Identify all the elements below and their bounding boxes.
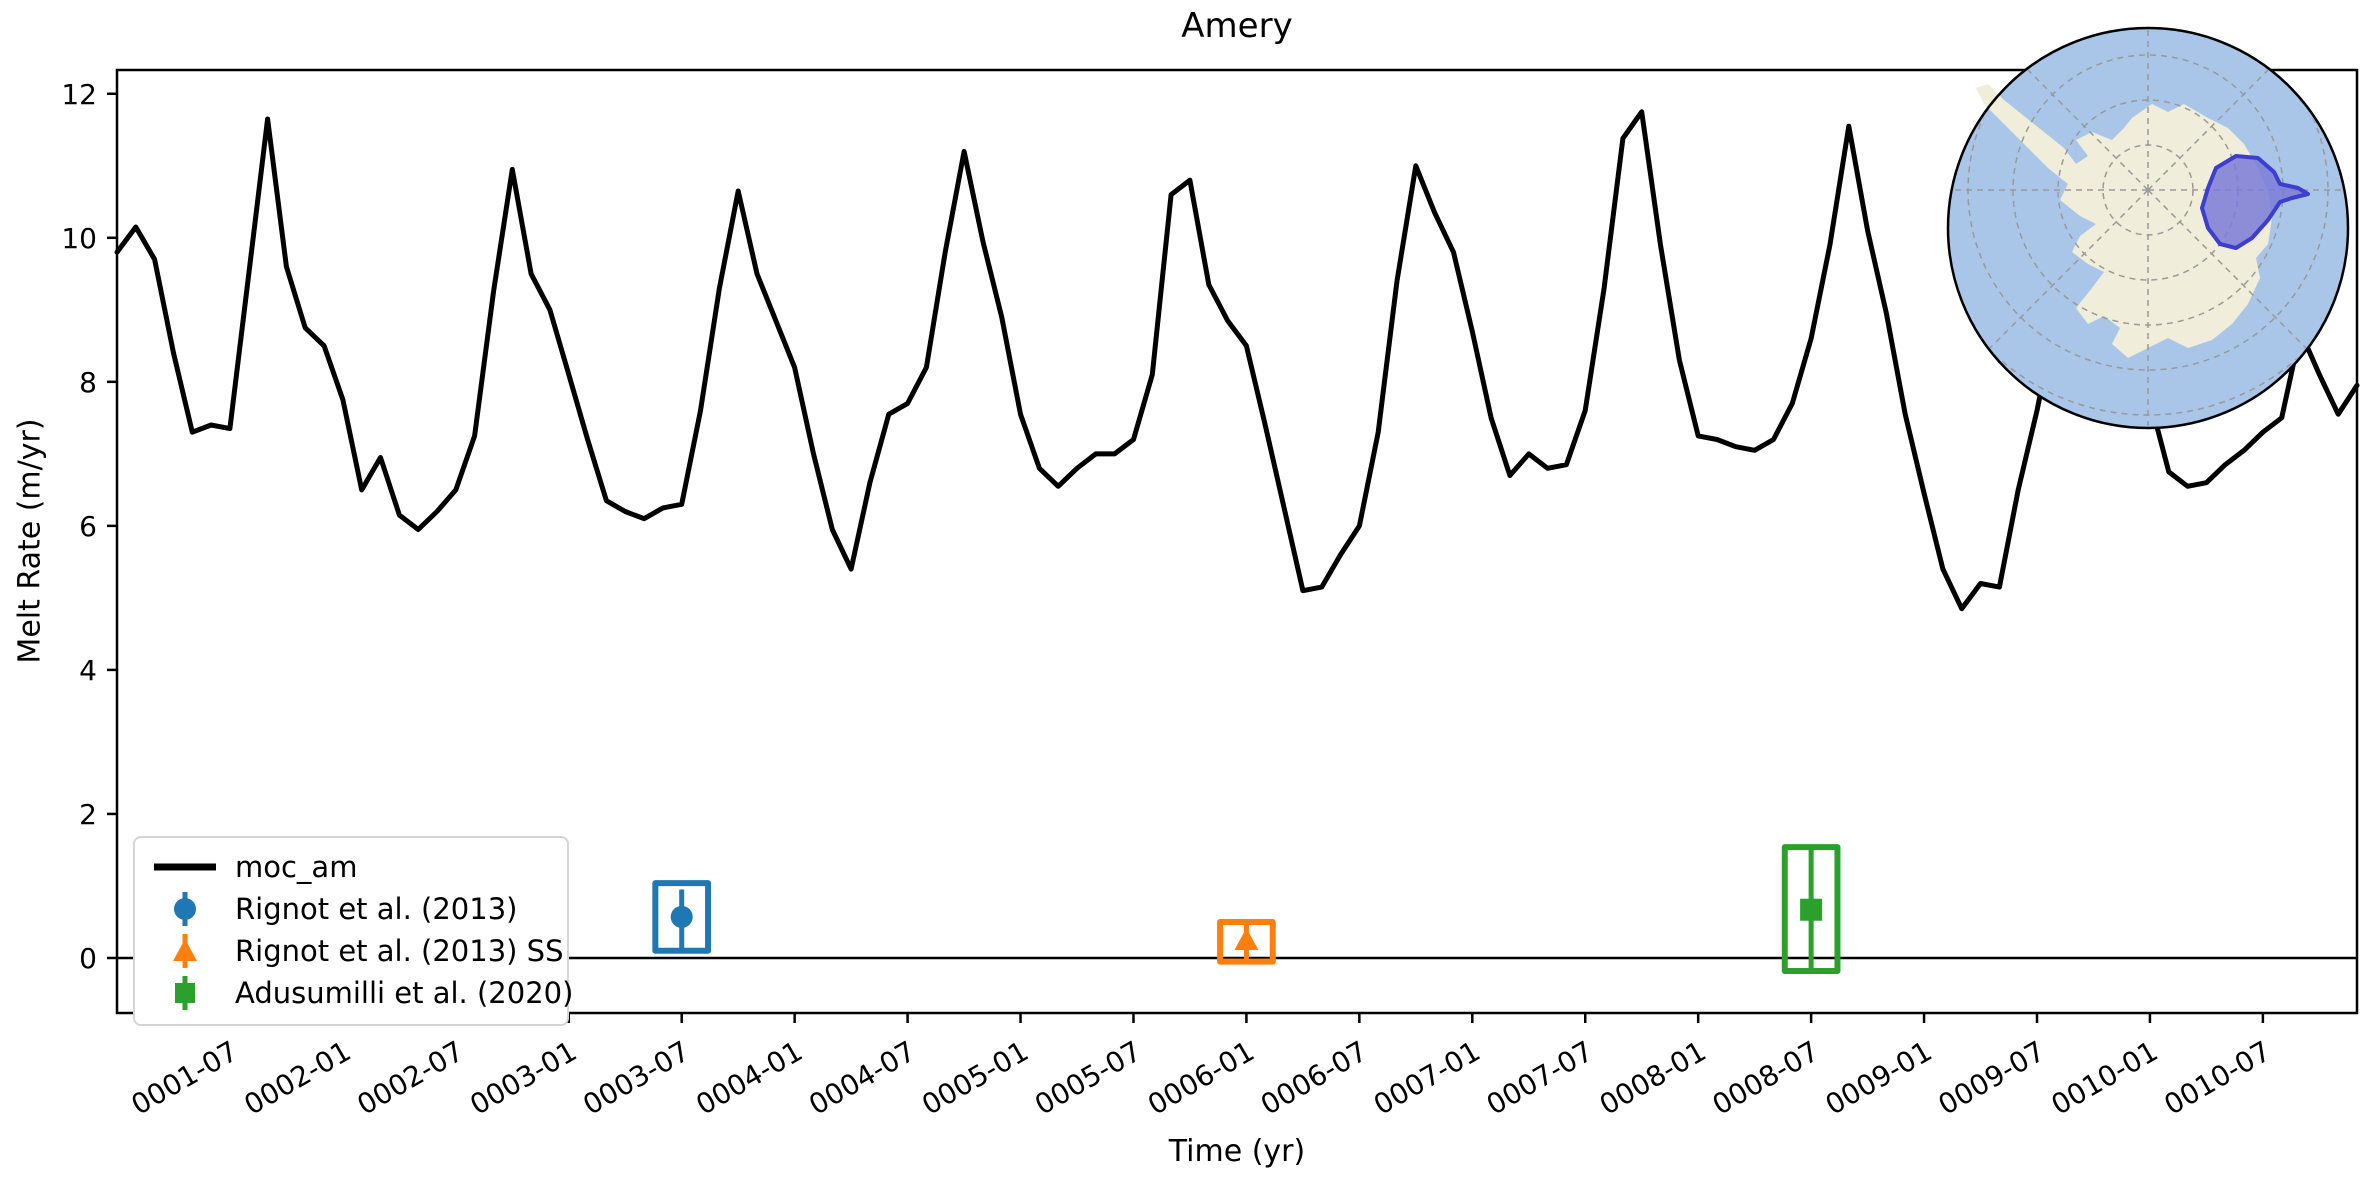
y-tick-label: 0 bbox=[79, 942, 97, 975]
x-tick-label: 0004-07 bbox=[803, 1034, 921, 1121]
legend-triangle-marker-icon bbox=[145, 931, 225, 971]
y-tick-label: 12 bbox=[61, 78, 97, 111]
x-tick-label: 0005-07 bbox=[1029, 1034, 1147, 1121]
x-tick-label: 0003-01 bbox=[464, 1034, 582, 1121]
legend-circle-marker-icon bbox=[145, 889, 225, 929]
y-axis-label: Melt Rate (m/yr) bbox=[12, 418, 48, 664]
observation-circle bbox=[652, 880, 712, 954]
x-tick-label: 0009-01 bbox=[1820, 1034, 1938, 1121]
x-tick-label: 0007-01 bbox=[1368, 1034, 1486, 1121]
x-tick-label: 0010-01 bbox=[2046, 1034, 2164, 1121]
y-tick-label: 10 bbox=[61, 222, 97, 255]
legend-item-label: Rignot et al. (2013) SS bbox=[235, 934, 564, 968]
x-tick-label: 0002-07 bbox=[351, 1034, 469, 1121]
x-tick-label: 0005-01 bbox=[916, 1034, 1034, 1121]
amery-basin-highlight bbox=[2200, 154, 2310, 250]
x-tick-label: 0006-07 bbox=[1255, 1034, 1373, 1121]
plot-border bbox=[115, 68, 2359, 1015]
antarctica-landmass bbox=[1976, 84, 2272, 358]
y-tick-label: 2 bbox=[79, 798, 97, 831]
legend-square-marker-icon bbox=[145, 973, 225, 1013]
legend-item-label: moc_am bbox=[235, 850, 358, 884]
x-tick-label: 0007-07 bbox=[1481, 1034, 1599, 1121]
observation-square bbox=[1781, 844, 1841, 974]
legend-item-label: Adusumilli et al. (2020) bbox=[235, 976, 574, 1010]
x-axis-label: Time (yr) bbox=[1168, 1134, 1306, 1169]
x-tick-label: 0010-07 bbox=[2159, 1034, 2277, 1121]
legend-item-rignot-ss: Rignot et al. (2013) SS bbox=[145, 930, 564, 972]
x-tick-label: 0006-01 bbox=[1142, 1034, 1260, 1121]
x-tick-label: 0008-07 bbox=[1707, 1034, 1825, 1121]
page-title: Amery bbox=[1181, 6, 1293, 46]
legend-item-rignot: Rignot et al. (2013) bbox=[145, 888, 553, 930]
legend-item-label: Rignot et al. (2013) bbox=[235, 892, 518, 926]
x-tick-label: 0003-07 bbox=[577, 1034, 695, 1121]
y-tick-label: 6 bbox=[79, 510, 97, 543]
legend-item-adusumilli: Adusumilli et al. (2020) bbox=[145, 972, 573, 1014]
x-tick-label: 0004-01 bbox=[690, 1034, 808, 1121]
x-tick-label: 0009-07 bbox=[1933, 1034, 2051, 1121]
series-moc-am-line bbox=[114, 109, 2360, 612]
x-tick-label: 0008-01 bbox=[1594, 1034, 1712, 1121]
y-tick-label: 4 bbox=[79, 654, 97, 687]
legend-item-moc-am: moc_am bbox=[145, 846, 553, 888]
legend: moc_am Rignot et al. (2013) Rignot et al… bbox=[133, 836, 573, 1026]
x-tick-label: 0001-07 bbox=[126, 1034, 244, 1121]
antarctica-inset-map bbox=[1946, 26, 2350, 430]
legend-line-sample-icon bbox=[145, 862, 225, 872]
y-tick-label: 8 bbox=[79, 366, 97, 399]
observation-triangle bbox=[1217, 918, 1276, 965]
x-tick-label: 0002-01 bbox=[239, 1034, 357, 1121]
